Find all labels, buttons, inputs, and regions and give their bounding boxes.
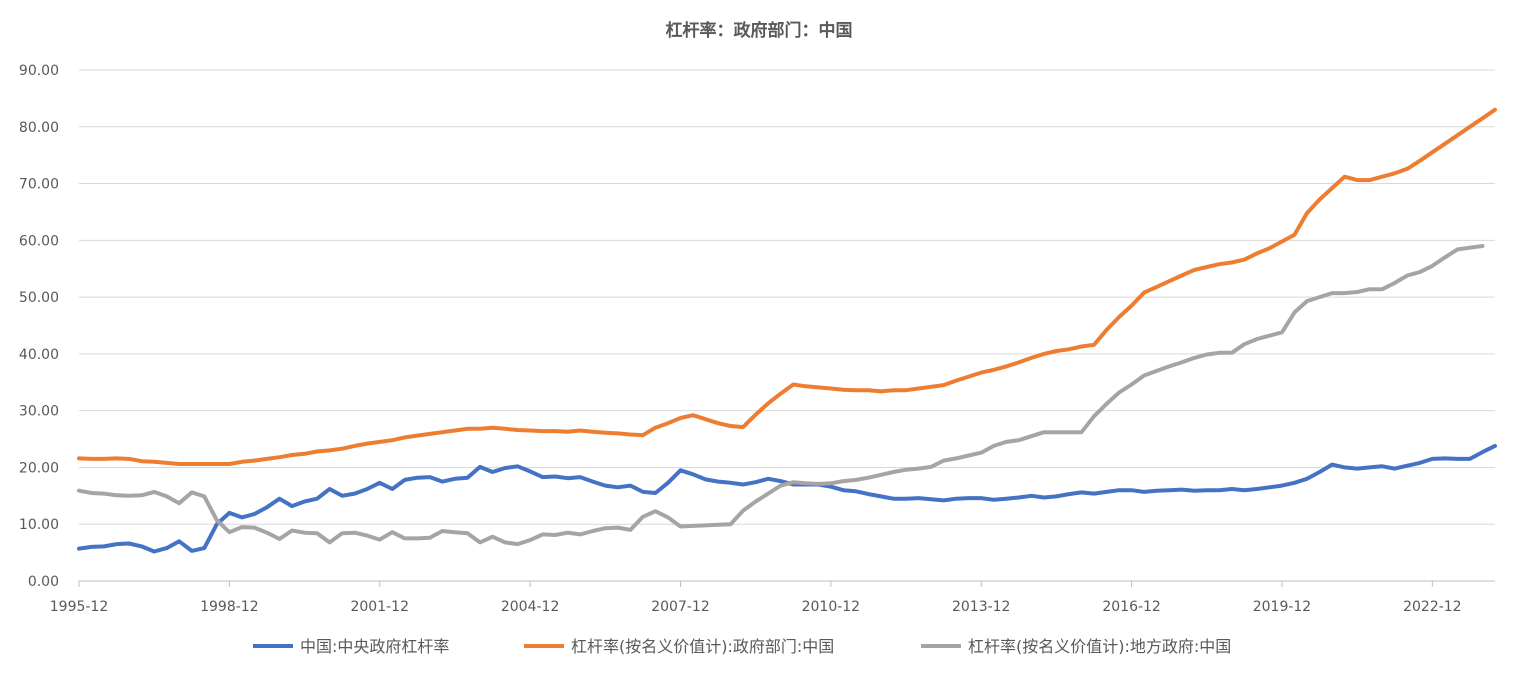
- y-tick-label: 60.00: [19, 233, 59, 249]
- gridlines: [79, 69, 1495, 582]
- y-tick-label: 70.00: [19, 177, 59, 193]
- series-line-3: [77, 244, 1485, 547]
- y-tick-label: 0.00: [28, 574, 59, 590]
- series-line-1: [77, 443, 1497, 554]
- series-line-2: [77, 107, 1497, 466]
- x-tick-label: 2022-12: [1403, 599, 1462, 615]
- y-axis-ticks: 0.00 10.00 20.00 30.00 40.00 50.00 60.00 70.00 8…: [19, 63, 59, 590]
- legend-label-1: 中国:中央政府杠杆率: [300, 637, 449, 656]
- chart-title: 杠杆率：政府部门：中国: [666, 20, 853, 41]
- x-tick-label: 2019-12: [1253, 599, 1312, 615]
- y-tick-label: 90.00: [19, 63, 59, 79]
- y-tick-label: 50.00: [19, 290, 59, 306]
- x-tick-label: 2013-12: [952, 599, 1011, 615]
- y-tick-label: 20.00: [19, 460, 59, 476]
- x-tick-label: 1995-12: [50, 599, 109, 615]
- x-tick-label: 2001-12: [350, 599, 409, 615]
- x-tick-label: 1998-12: [200, 599, 259, 615]
- y-tick-label: 40.00: [19, 347, 59, 363]
- y-tick-label: 30.00: [19, 404, 59, 420]
- x-tick-label: 2016-12: [1102, 599, 1161, 615]
- legend: 中国:中央政府杠杆率 杠杆率(按名义价值计):政府部门:中国 杠杆率(按名义价值计)…: [253, 637, 1231, 656]
- x-tick-label: 2007-12: [651, 599, 710, 615]
- x-axis-ticks: 1995-12 1998-12 2001-12 2004-12 2007-12 2010-…: [50, 581, 1462, 615]
- y-tick-label: 10.00: [19, 517, 59, 533]
- y-tick-label: 80.00: [19, 120, 59, 136]
- x-tick-label: 2004-12: [501, 599, 560, 615]
- x-tick-label: 2010-12: [802, 599, 861, 615]
- series-lines: [77, 107, 1497, 554]
- legend-label-2: 杠杆率(按名义价值计):政府部门:中国: [571, 637, 834, 656]
- legend-label-3: 杠杆率(按名义价值计):地方政府:中国: [968, 637, 1231, 656]
